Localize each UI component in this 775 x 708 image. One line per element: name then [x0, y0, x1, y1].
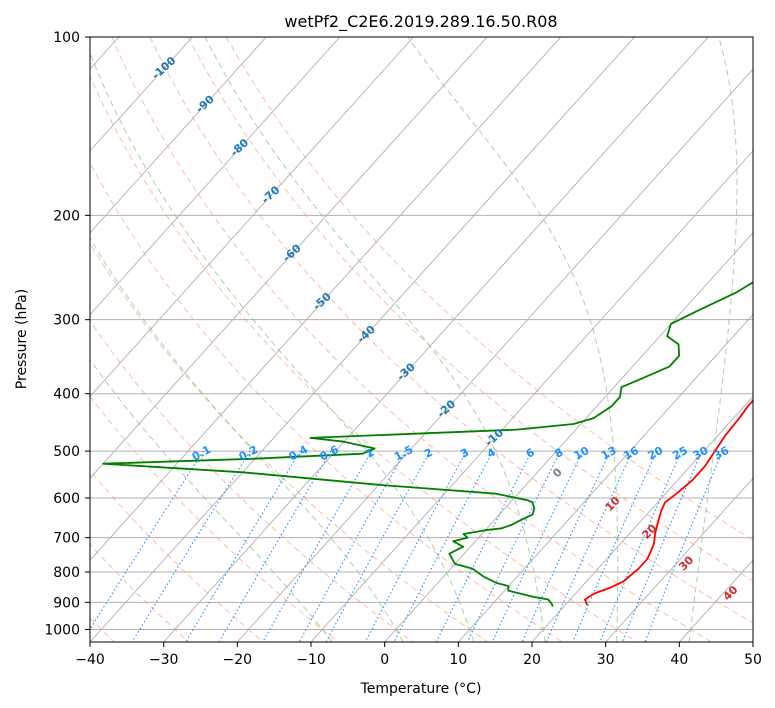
- mixing-ratio-line: [644, 450, 724, 642]
- y-tick-label: 900: [53, 595, 80, 611]
- y-tick-label: 400: [53, 387, 80, 403]
- mixing-ratio-line: [521, 450, 611, 642]
- isotherm-line: [90, 37, 414, 398]
- pressure-gridlines: [90, 37, 753, 630]
- x-tick-label: 10: [449, 652, 467, 668]
- chart-title: wetPf2_C2E6.2019.289.16.50.R08: [284, 12, 557, 32]
- dry-adiabat: [90, 161, 563, 642]
- isotherm-line: [605, 477, 753, 642]
- isotherm-line: [90, 37, 193, 152]
- x-tick-label: −40: [75, 652, 105, 668]
- y-tick-label: 300: [53, 313, 80, 329]
- dry-adiabat: [90, 242, 488, 642]
- y-tick-label: 700: [53, 531, 80, 547]
- mixing-ratio-line: [364, 450, 467, 642]
- dry-adiabat: [187, 37, 753, 582]
- temperature-line: [584, 399, 753, 606]
- mixing-ratio-line: [325, 450, 431, 642]
- x-axis-label: Temperature (°C): [360, 681, 482, 697]
- mixing-ratio-label: 10: [572, 444, 592, 463]
- mixing-ratio-label: 20: [646, 444, 666, 463]
- x-tick-label: 30: [597, 652, 615, 668]
- y-axis-label: Pressure (hPa): [14, 289, 30, 389]
- moist-adiabat: [688, 37, 738, 642]
- y-tick-label: 100: [53, 30, 80, 46]
- y-tick-label: 500: [53, 444, 80, 460]
- isotherm-line: [163, 37, 709, 642]
- isotherm-line: [90, 37, 341, 316]
- mixing-ratio-label: 25: [670, 444, 690, 463]
- dry-adiabat: [90, 395, 339, 642]
- y-tick-label: 800: [53, 565, 80, 581]
- moist-adiabats: [90, 37, 738, 642]
- y-tick-label: 600: [53, 491, 80, 507]
- mixing-ratio-line: [491, 450, 584, 642]
- x-tick-label: 50: [744, 652, 762, 668]
- moist-adiabat: [90, 237, 404, 642]
- mixing-ratio-label: 36: [712, 444, 732, 463]
- x-tick-label: −10: [296, 652, 326, 668]
- isotherm-line: [90, 37, 267, 234]
- isotherm-line: [90, 37, 562, 561]
- skewed-isotherms: [90, 37, 753, 642]
- dewpoint-line: [102, 281, 753, 607]
- mixing-ratio-lines: [90, 450, 724, 642]
- y-tick-label: 1000: [44, 622, 80, 638]
- dry-adiabat: [111, 37, 712, 642]
- mixing-ratio-line: [545, 450, 633, 642]
- moist-adiabat: [407, 37, 619, 642]
- dry-adiabat: [90, 543, 190, 642]
- plot-frame: [89, 36, 754, 643]
- isotherm-line: [90, 37, 635, 642]
- mixing-ratio-line: [262, 450, 373, 642]
- mixing-ratio-line: [467, 450, 561, 642]
- x-tick-label: 20: [523, 652, 541, 668]
- mixing-ratio-line: [298, 450, 406, 642]
- isotherm-line: [310, 150, 753, 642]
- mixing-ratio-line: [131, 450, 251, 642]
- isotherm-line: [90, 37, 488, 479]
- x-tick-label: 0: [380, 652, 389, 668]
- mixing-ratio-label: 30: [691, 444, 711, 463]
- moist-adiabat: [90, 52, 475, 642]
- moist-adiabat: [90, 358, 333, 642]
- x-axis-ticks: −40 −30 −20 −10 0 10 20 30 40 50: [75, 642, 762, 668]
- sounding-series: [102, 281, 753, 607]
- y-axis-ticks: 100 200 300 400 500 600 700 800 900 1000: [44, 30, 90, 638]
- x-tick-label: −20: [223, 652, 253, 668]
- plot-area: -100-90-80-70-60-50-40-30-20-100.1 0.2 0.4…: [90, 37, 753, 642]
- mixing-ratio-line: [621, 450, 703, 642]
- x-tick-label: −30: [149, 652, 179, 668]
- isotherm-line: [384, 232, 753, 642]
- mixing-ratio-label: 13: [599, 444, 619, 463]
- mixing-ratio-label: 16: [621, 444, 641, 463]
- isotherm-line: [236, 68, 753, 642]
- moist-adiabat: [204, 37, 546, 642]
- x-tick-label: 40: [670, 652, 688, 668]
- isotherm-line: [457, 313, 753, 642]
- y-tick-label: 200: [53, 208, 80, 224]
- mixing-ratio-line: [435, 450, 533, 642]
- dry-adiabat: [149, 37, 753, 624]
- mixing-ratio-line: [393, 450, 494, 642]
- isotherm-line: [531, 395, 753, 642]
